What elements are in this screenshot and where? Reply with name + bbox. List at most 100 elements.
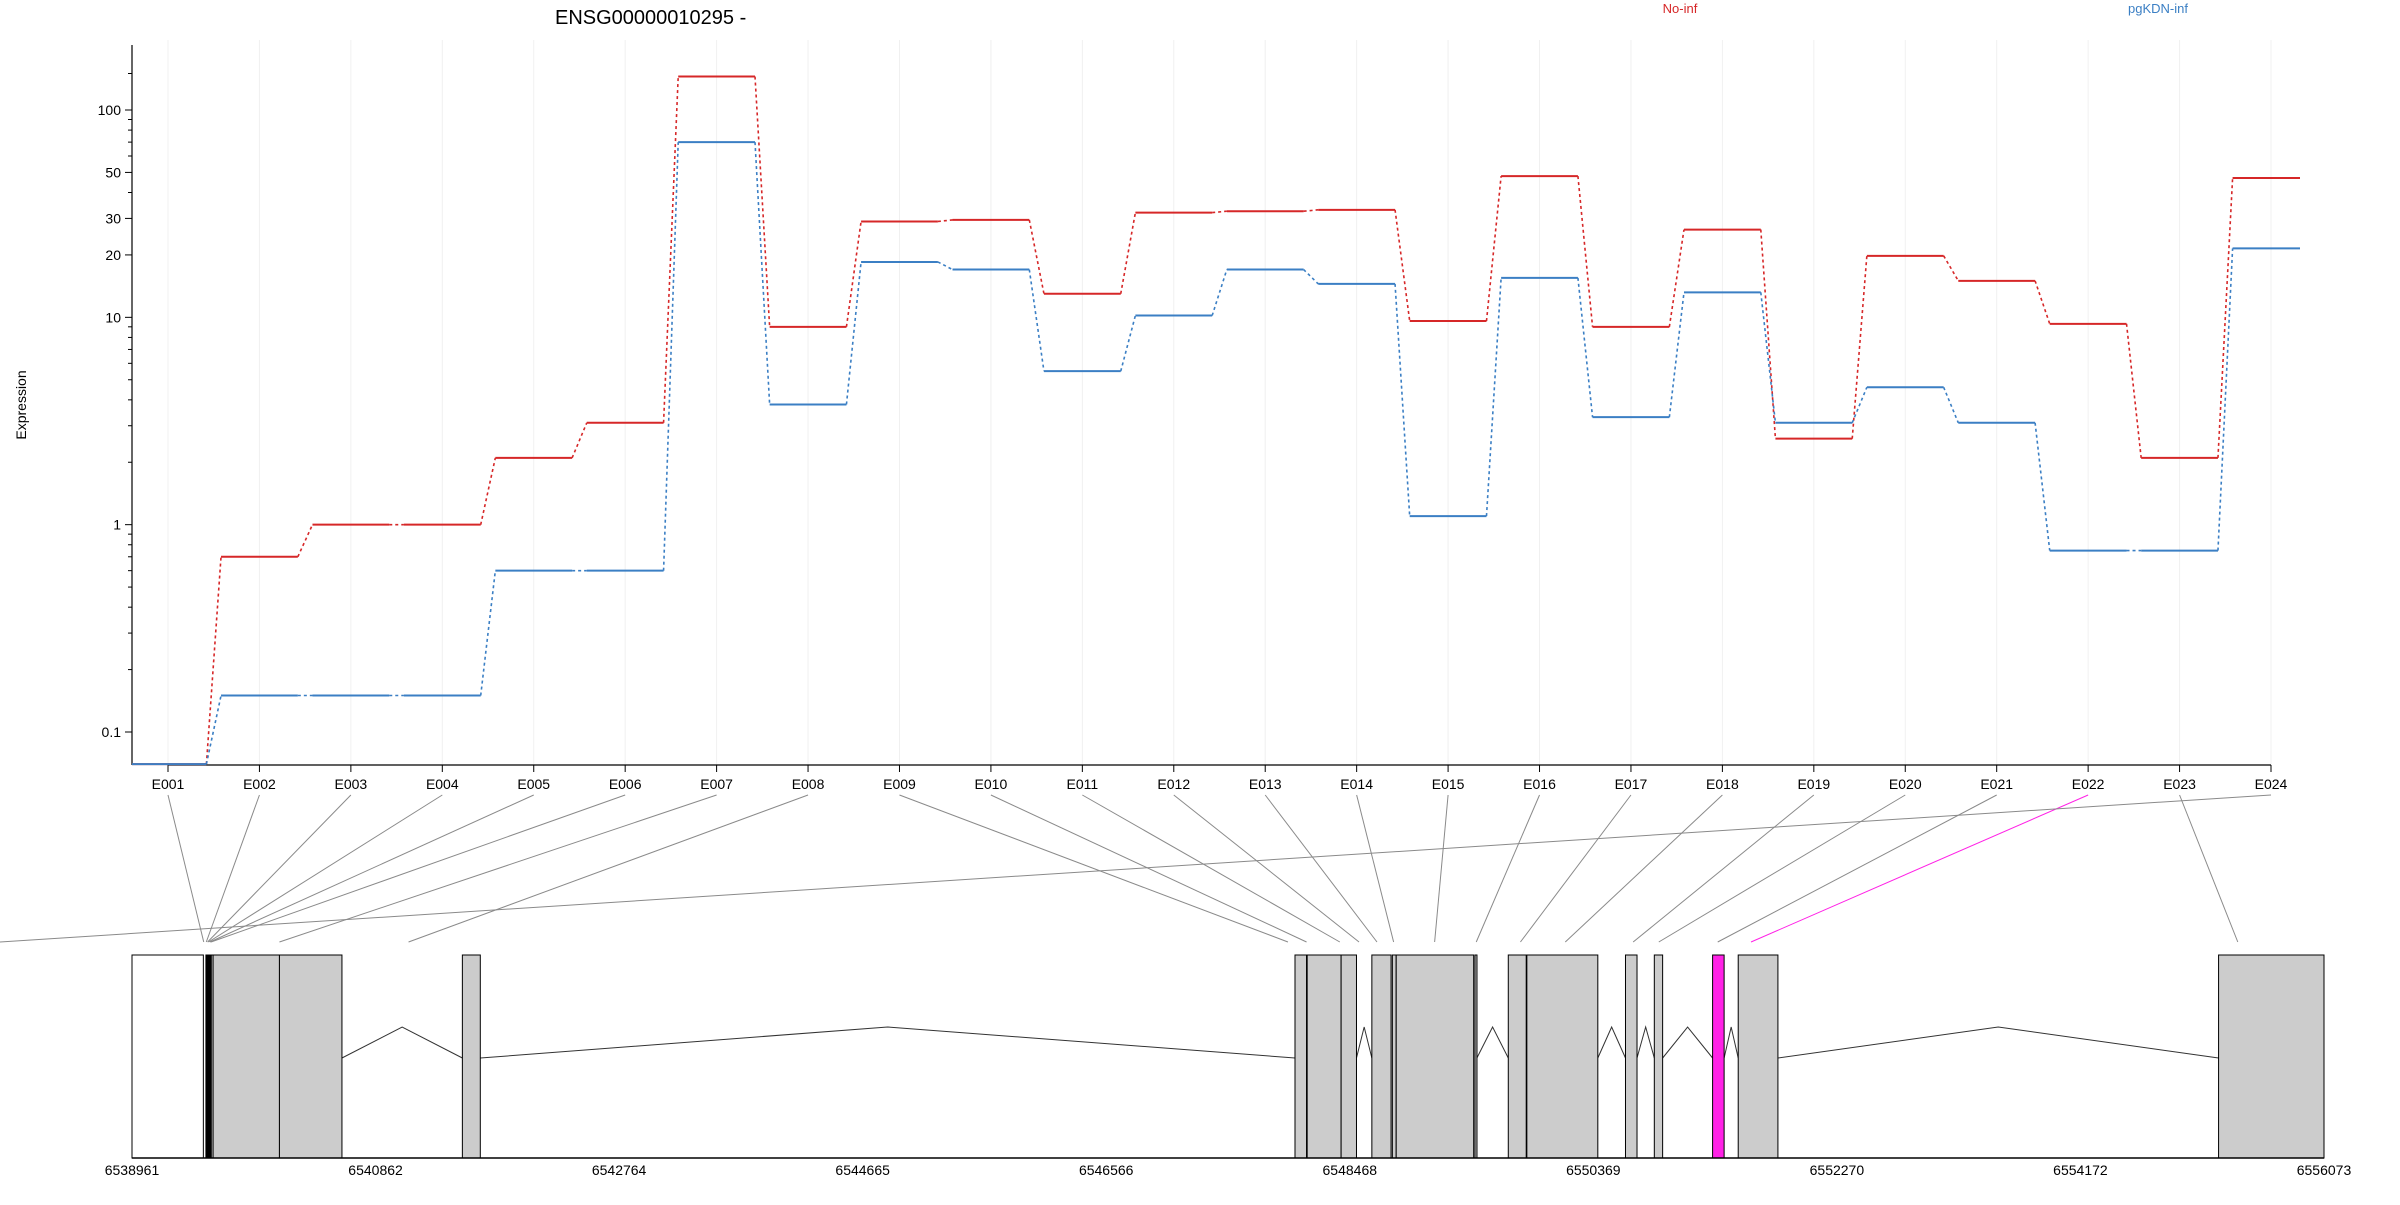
series-no-inf-connector [1303,209,1319,212]
axes [131,45,2271,766]
x-tick-label-e004: E004 [426,776,459,792]
coord-label: 6540862 [348,1162,403,1178]
series-pgkdn-inf-connector [2034,422,2051,551]
coord-label: 6538961 [105,1162,160,1178]
exon-connector-e009 [899,794,1289,943]
intron-line [1636,1025,1655,1059]
x-tick-label-e019: E019 [1797,776,1830,792]
coord-label: 6552270 [1810,1162,1865,1178]
x-tick-label-e001: E001 [152,776,185,792]
exon-connector-e003 [207,794,352,943]
x-tick-label-e011: E011 [1067,776,1099,792]
coord-label: 6544665 [835,1162,890,1178]
series-no-inf-connector [2125,323,2142,458]
exon-connector-e024 [0,794,2272,943]
y-tick-label: 0.1 [102,724,122,740]
exon-block-e017 [1526,954,1599,1159]
intron-line [1662,1026,1713,1059]
coord-label: 6548468 [1323,1162,1378,1178]
exon-block-e014 [1395,954,1475,1159]
series-no-inf-connector [479,457,497,525]
x-tick-label-e013: E013 [1249,776,1282,792]
exon-connectors [0,794,2272,943]
coord-label: 6546566 [1079,1162,1134,1178]
series-no-inf-connector [1942,255,1959,282]
x-tick-label-e020: E020 [1889,776,1922,792]
x-tick-label-e010: E010 [975,776,1008,792]
exon-block-e018 [1624,954,1638,1159]
x-tick-label-e008: E008 [792,776,825,792]
x-tick-label-e014: E014 [1340,776,1373,792]
exon-connector-e006 [210,794,626,943]
legend-label-no-inf: No-inf [1663,1,1698,16]
series-pgkdn-inf-connector [937,261,953,271]
genomic-coordinate-axis: 6538961 6540862 6542764 6544665 6546566 65484… [105,1157,2351,1178]
grid-lines [167,40,2272,765]
intron-line [480,1026,1296,1059]
x-tick-label-e024: E024 [2255,776,2288,792]
y-tick-label: 100 [98,102,122,118]
y-tick-label: 10 [105,309,121,325]
series-no-inf-connector [662,76,680,423]
exon-block-e016 [1507,954,1527,1159]
series-no-inf-connector [571,422,588,459]
exon-block-e020 [1712,954,1725,1159]
x-tick-label-e006: E006 [609,776,642,792]
intron-line [1597,1025,1626,1059]
chart-title: ENSG00000010295 - [555,7,746,29]
series-pgkdn-inf-connector [1759,292,1777,423]
x-tick-label-e022: E022 [2072,776,2105,792]
x-tick-label-e009: E009 [883,776,916,792]
exon-connector-e013 [1264,794,1378,943]
exon-block-e001 [131,954,204,1159]
exon-connector-e023 [2179,794,2239,943]
series-no-inf-connector [2217,177,2234,458]
coord-label: 6554172 [2053,1162,2108,1178]
series-pgkdn-inf-connector [754,142,771,405]
x-tick-label-e023: E023 [2163,776,2196,792]
exon-connector-e010 [990,794,1307,943]
x-tick-label-e007: E007 [700,776,733,792]
series-no-inf-connector [1028,219,1045,294]
series-pgkdn-inf-connector [1942,386,1960,424]
intron-line [1476,1025,1509,1059]
x-tick-label-e021: E021 [1980,776,2013,792]
series-pgkdn-inf-connector [1851,386,1868,424]
exon-block-e008 [461,954,481,1159]
exon-block-e010 [1306,954,1342,1159]
series-no-inf-connector [2034,280,2051,325]
x-tick-label-e012: E012 [1157,776,1190,792]
exon-connector-e017 [1520,794,1632,943]
exon-connector-e005 [209,794,534,943]
series-no-inf-connector [1119,212,1137,294]
series-no-inf-connector [845,221,862,327]
exon-connector-e016 [1475,794,1540,943]
exon-connector-e019 [1632,794,1815,943]
series-pgkdn-inf-connector [1119,315,1137,372]
gene-model [131,954,2325,1159]
series-pgkdn-inf-connector [1211,269,1228,316]
exon-connector-e004 [208,794,443,943]
series-no-inf-connector [1577,176,1594,327]
exon-connector-e014 [1356,794,1395,943]
coord-label: 6542764 [592,1162,647,1178]
exon-block-e021 [1737,954,1779,1159]
exon-block-e024 [2218,954,2325,1159]
exon-connector-e008 [408,794,809,943]
series-pgkdn-inf-connector [1028,269,1045,372]
x-axis-ticks: E001 E002 E003 E004 E005 E006 E007 E008 E009 E010… [152,765,2288,792]
y-axis-label: Expression [13,370,29,439]
series-pgkdn-inf-connector [479,570,497,696]
series-no-inf-connector [754,76,771,327]
exon-connector-e020 [1658,794,1906,943]
series-pgkdn-inf-connector [1577,277,1594,418]
y-axis-ticks: 0.1 1 10 20 30 50 100 [98,72,132,740]
x-tick-label-e005: E005 [517,776,550,792]
series-pgkdn-inf-connector [205,695,222,765]
exon-block-e012 [1371,954,1392,1159]
x-tick-label-e002: E002 [243,776,276,792]
x-tick-label-e003: E003 [335,776,368,792]
series-pgkdn-inf-connector [845,261,862,405]
x-tick-label-e017: E017 [1615,776,1648,792]
